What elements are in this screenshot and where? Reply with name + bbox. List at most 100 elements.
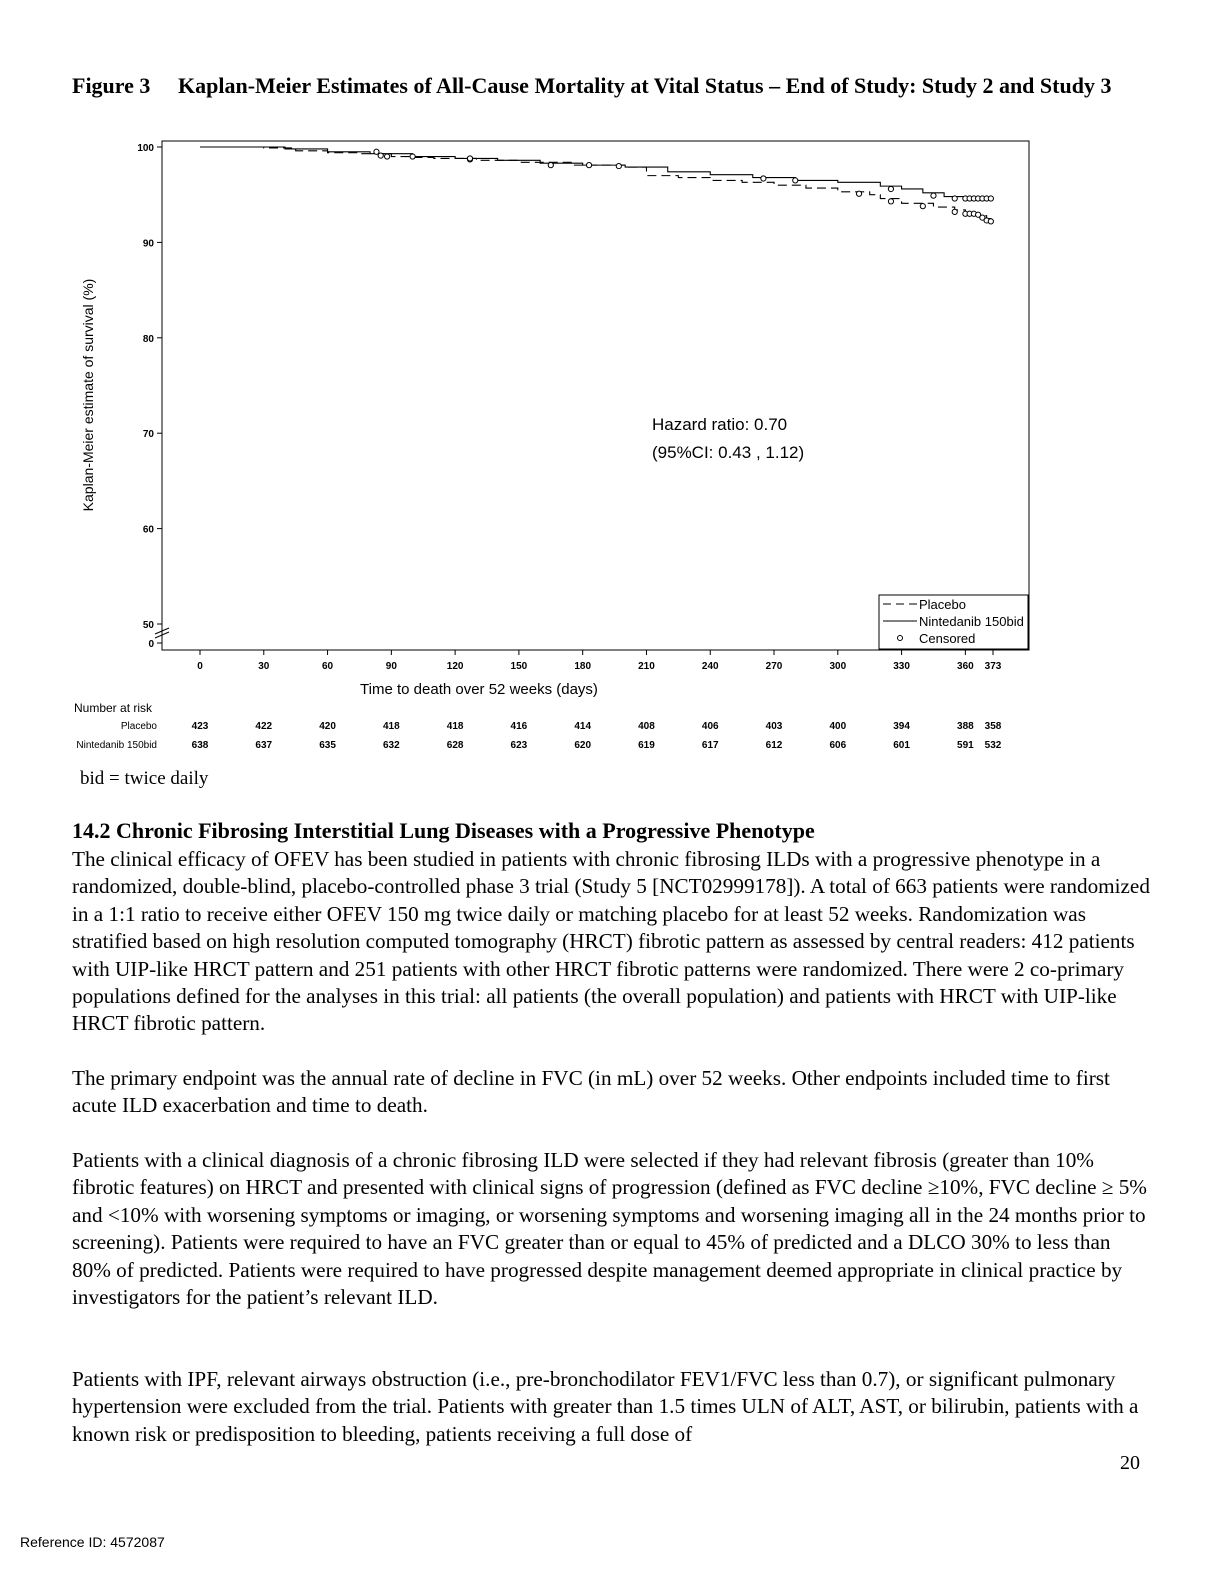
risk-value: 601 xyxy=(893,740,910,751)
x-tick-label: 90 xyxy=(386,661,398,672)
censored-marker xyxy=(585,162,593,169)
censored-marker xyxy=(951,195,958,202)
y-tick-label: 70 xyxy=(143,429,155,440)
legend-placebo-label: Placebo xyxy=(919,597,966,612)
x-tick-label: 0 xyxy=(197,661,203,672)
censored-marker xyxy=(975,211,982,218)
axis-break-mark xyxy=(154,627,170,635)
y-tick-label: 60 xyxy=(143,525,155,536)
x-tick-label: 360 xyxy=(957,661,974,672)
figure-number: Figure 3 xyxy=(72,73,151,98)
x-tick-label: 30 xyxy=(258,661,270,672)
risk-value: 422 xyxy=(255,721,272,732)
legend-nintedanib-label: Nintedanib 150bid xyxy=(919,614,1024,629)
legend-box xyxy=(878,594,1029,650)
x-tick-label: 150 xyxy=(511,661,528,672)
risk-value: 617 xyxy=(702,740,719,751)
censored-marker xyxy=(383,153,391,160)
risk-table-values: 423 422 420 418 418 416 414 408 406 403 400 394 388 3… xyxy=(192,721,1002,751)
legend-censored-label: Censored xyxy=(919,631,975,646)
placebo-curve xyxy=(200,146,994,222)
censored-markers xyxy=(373,148,994,225)
risk-row-nintedanib-label: Nintedanib 150bid xyxy=(76,740,157,751)
censored-marker xyxy=(979,214,986,221)
censored-marker xyxy=(987,218,994,225)
abbreviation-note: bid = twice daily xyxy=(80,768,209,789)
legend-censored-marker xyxy=(897,635,903,641)
censored-marker xyxy=(887,198,895,205)
x-axis-label: Time to death over 52 weeks (days) xyxy=(360,681,598,698)
risk-value: 394 xyxy=(893,721,910,732)
risk-row-placebo-label: Placebo xyxy=(121,721,158,732)
hazard-ratio-label: Hazard ratio: 0.70 xyxy=(652,415,787,434)
risk-value: 619 xyxy=(638,740,655,751)
section-heading: 14.2 Chronic Fibrosing Interstitial Lung… xyxy=(72,818,815,843)
y-axis: 0 50 60 70 80 90 100 xyxy=(137,141,170,650)
censored-marker xyxy=(919,203,926,210)
risk-value: 620 xyxy=(574,740,591,751)
risk-value: 420 xyxy=(319,721,336,732)
x-tick-label: 270 xyxy=(766,661,783,672)
x-tick-label: 240 xyxy=(702,661,719,672)
censored-marker xyxy=(615,162,622,170)
kaplan-meier-chart: 0 50 60 70 80 90 100 0 30 60 90 120 150 180 210 240 270… xyxy=(74,140,1030,751)
risk-value: 406 xyxy=(702,721,719,732)
risk-value: 628 xyxy=(447,740,464,751)
censored-marker xyxy=(760,175,767,182)
risk-value: 414 xyxy=(574,721,591,732)
y-tick-label: 80 xyxy=(143,334,155,345)
figure-title-text: Kaplan-Meier Estimates of All-Cause Mort… xyxy=(178,73,1112,98)
risk-value: 418 xyxy=(383,721,400,732)
risk-value: 612 xyxy=(766,740,783,751)
risk-value: 637 xyxy=(255,740,272,751)
y-tick-label: 50 xyxy=(143,620,155,631)
reference-id: Reference ID: 4572087 xyxy=(20,1534,165,1550)
survival-curves xyxy=(200,146,994,222)
y-axis-label: Kaplan-Meier estimate of survival (%) xyxy=(80,279,96,512)
risk-value: 388 xyxy=(957,721,974,732)
x-axis: 0 30 60 90 120 150 180 210 240 270 300 330 360 373 xyxy=(197,650,1002,672)
x-tick-label: 210 xyxy=(638,661,655,672)
paragraph-primary-endpoint: The primary endpoint was the annual rate… xyxy=(72,1066,1110,1118)
censored-marker xyxy=(377,152,384,159)
x-tick-label: 180 xyxy=(574,661,591,672)
censored-marker xyxy=(373,148,380,155)
censored-marker xyxy=(987,195,994,202)
x-tick-label: 300 xyxy=(829,661,846,672)
x-tick-label: 373 xyxy=(985,661,1002,672)
risk-value: 403 xyxy=(766,721,783,732)
risk-value: 400 xyxy=(829,721,846,732)
plot-frame xyxy=(161,140,1030,651)
confidence-interval-label: (95%CI: 0.43 , 1.12) xyxy=(652,443,804,462)
y-tick-label: 90 xyxy=(143,238,155,249)
censored-marker xyxy=(887,185,895,193)
censored-marker xyxy=(547,162,554,169)
censored-marker xyxy=(930,192,937,199)
paragraph-inclusion-criteria: Patients with a clinical diagnosis of a … xyxy=(72,1148,1147,1310)
y-tick-label: 100 xyxy=(137,143,154,154)
risk-value: 418 xyxy=(447,721,464,732)
risk-value: 623 xyxy=(511,740,528,751)
y-tick-label: 0 xyxy=(148,639,154,650)
risk-value: 591 xyxy=(957,740,974,751)
censored-marker xyxy=(466,155,474,162)
risk-value: 606 xyxy=(829,740,846,751)
risk-value: 638 xyxy=(192,740,209,751)
number-at-risk-label: Number at risk xyxy=(74,701,153,715)
censored-marker xyxy=(855,190,863,197)
risk-value: 416 xyxy=(511,721,528,732)
risk-value: 423 xyxy=(192,721,209,732)
x-tick-label: 330 xyxy=(893,661,910,672)
x-tick-label: 120 xyxy=(447,661,464,672)
risk-value: 532 xyxy=(985,740,1002,751)
censored-marker xyxy=(409,153,416,160)
paragraph-study-design: The clinical efficacy of OFEV has been s… xyxy=(72,847,1150,1036)
legend: Placebo Nintedanib 150bid Censored xyxy=(878,594,1029,650)
risk-value: 358 xyxy=(985,721,1002,732)
x-tick-label: 60 xyxy=(322,661,334,672)
censored-marker xyxy=(951,208,958,215)
censored-marker xyxy=(792,177,799,184)
page-number: 20 xyxy=(1120,1452,1140,1474)
risk-value: 635 xyxy=(319,740,336,751)
risk-value: 408 xyxy=(638,721,655,732)
